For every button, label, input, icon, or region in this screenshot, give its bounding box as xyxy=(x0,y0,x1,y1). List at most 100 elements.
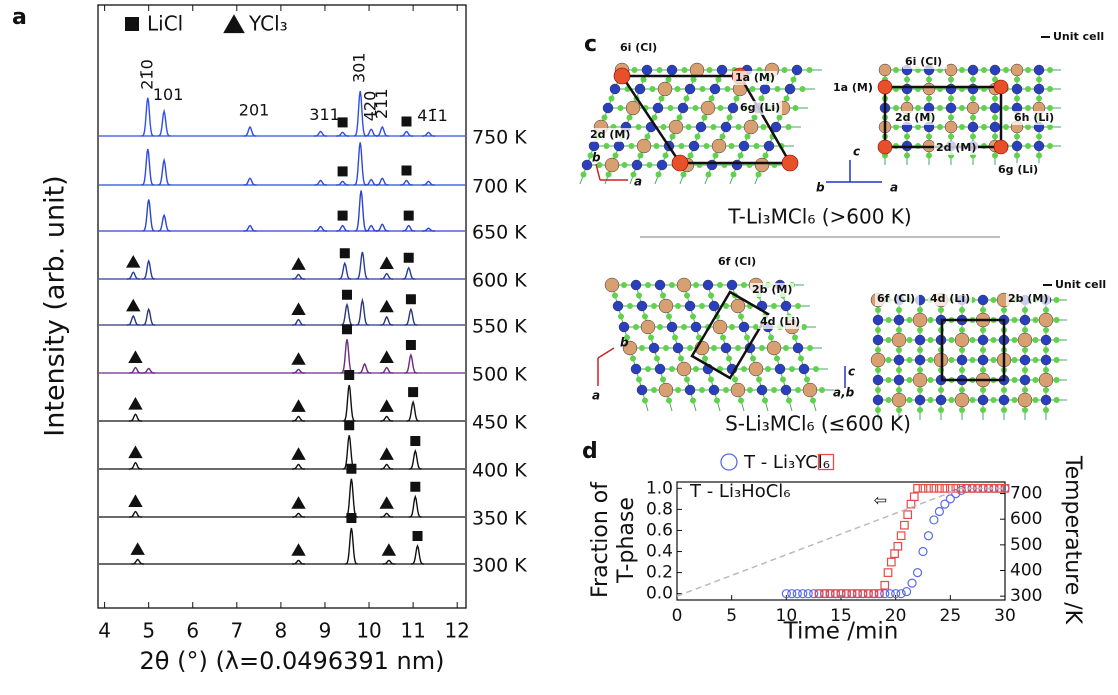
cl-atom xyxy=(1036,76,1042,83)
cl-atom xyxy=(896,327,902,333)
cl-atom xyxy=(628,143,635,149)
series-label: 550 K xyxy=(472,316,527,338)
peak xyxy=(404,353,418,374)
cl-atom xyxy=(904,152,910,159)
cl-atom xyxy=(708,95,715,102)
li-atom xyxy=(977,294,989,306)
m-atom xyxy=(657,81,673,97)
cl-atom xyxy=(660,376,666,383)
cl-atom xyxy=(896,347,902,353)
peak xyxy=(129,461,142,470)
li-atom xyxy=(708,300,720,312)
cl-atom xyxy=(780,376,786,383)
cl-atom xyxy=(621,162,628,168)
axis-letter: a xyxy=(592,389,600,403)
peak xyxy=(358,362,371,374)
data-point xyxy=(896,531,906,541)
x-tick-label: 11 xyxy=(400,619,425,643)
m-atom xyxy=(671,154,689,172)
cl-atom xyxy=(693,366,699,372)
m-atom xyxy=(766,340,782,356)
peak xyxy=(314,130,327,137)
cl-atom xyxy=(662,152,669,159)
li-atom xyxy=(684,83,696,95)
cl-atom xyxy=(649,86,656,92)
peak xyxy=(364,178,378,186)
plot-frame xyxy=(97,4,467,609)
cl-atom xyxy=(703,143,710,149)
li-atom xyxy=(706,159,718,171)
peak xyxy=(344,478,358,518)
peak xyxy=(422,227,435,232)
cl-atom xyxy=(885,317,892,323)
cl-atom xyxy=(741,282,747,288)
cl-atom xyxy=(1043,407,1049,413)
cl-atom xyxy=(687,152,694,159)
li-atom xyxy=(716,64,728,76)
li-atom xyxy=(872,334,884,346)
structure xyxy=(870,292,1067,420)
m-atom xyxy=(625,100,641,116)
li-atom xyxy=(677,102,689,114)
m-atom xyxy=(700,100,716,116)
peak xyxy=(126,271,140,280)
licl-marker xyxy=(412,531,423,541)
cl-atom xyxy=(651,387,657,393)
y-axis-label: Fraction of xyxy=(588,481,613,598)
m-atom xyxy=(891,392,907,408)
ycl3-marker xyxy=(291,399,306,412)
m-atom xyxy=(1038,372,1054,388)
cl-atom xyxy=(705,171,712,178)
ycl3-marker xyxy=(128,397,143,410)
peak xyxy=(380,512,394,518)
peak xyxy=(131,558,145,565)
cl-atom xyxy=(806,67,813,73)
cl-atom xyxy=(885,377,892,383)
y2-tick-label: 300 xyxy=(1010,586,1042,606)
axis-letter: b xyxy=(592,151,601,165)
cl-atom xyxy=(749,86,756,92)
cl-atom xyxy=(759,345,765,351)
data-point xyxy=(880,589,890,599)
li-atom xyxy=(654,279,666,291)
peak xyxy=(355,251,369,280)
data-point xyxy=(896,589,906,599)
data-point xyxy=(945,494,955,504)
y2-axis-label: Temperature /K xyxy=(1060,455,1085,625)
li-atom xyxy=(666,64,678,76)
m-atom xyxy=(993,79,1009,95)
cl-atom xyxy=(804,376,810,383)
cl-atom xyxy=(699,86,706,92)
cl-atom xyxy=(639,345,645,351)
cl-atom xyxy=(1003,124,1009,130)
data-point xyxy=(901,586,912,597)
m-atom xyxy=(658,382,674,398)
cl-atom xyxy=(648,334,654,341)
data-point xyxy=(885,589,895,599)
li-atom xyxy=(631,159,643,171)
series-label: 750 K xyxy=(472,127,527,149)
legend-marker xyxy=(720,453,738,471)
ycl3-marker xyxy=(379,447,394,460)
cl-atom xyxy=(601,114,608,121)
cl-atom xyxy=(1036,133,1042,140)
m-atom xyxy=(944,120,958,134)
data-point xyxy=(909,492,919,502)
peak-index: 21̄0 xyxy=(137,59,156,90)
peak xyxy=(375,125,389,137)
licl-marker xyxy=(405,340,416,350)
li-atom xyxy=(654,363,666,375)
x-axis-label: Time /min xyxy=(783,619,899,645)
li-atom xyxy=(914,394,926,406)
data-point xyxy=(883,568,893,577)
li-atom xyxy=(998,394,1010,406)
li-atom xyxy=(609,83,621,95)
cl-atom xyxy=(730,171,737,178)
cl-atom xyxy=(642,313,648,320)
cl-atom xyxy=(751,114,758,121)
cl-atom xyxy=(969,397,976,403)
cl-atom xyxy=(927,377,934,383)
cl-atom xyxy=(608,95,615,102)
label-bg xyxy=(875,292,919,306)
cl-atom xyxy=(715,76,722,83)
